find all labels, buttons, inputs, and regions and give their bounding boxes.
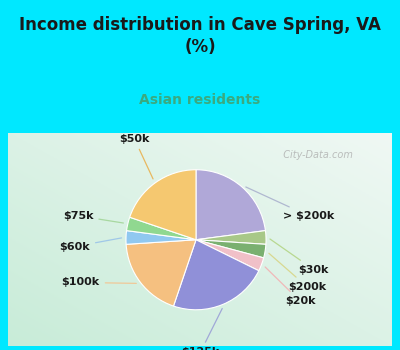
Wedge shape: [126, 240, 196, 306]
Text: Income distribution in Cave Spring, VA
(%): Income distribution in Cave Spring, VA (…: [19, 16, 381, 56]
Text: $50k: $50k: [119, 134, 153, 179]
Wedge shape: [196, 231, 266, 244]
Wedge shape: [196, 240, 264, 271]
Text: $30k: $30k: [270, 239, 329, 275]
Text: City-Data.com: City-Data.com: [277, 150, 353, 160]
Text: $200k: $200k: [269, 253, 326, 292]
Text: $20k: $20k: [265, 267, 316, 306]
Text: $100k: $100k: [62, 278, 136, 287]
Text: $60k: $60k: [60, 238, 122, 252]
Text: $75k: $75k: [63, 211, 123, 223]
Wedge shape: [196, 240, 266, 258]
Text: Asian residents: Asian residents: [139, 93, 261, 107]
Wedge shape: [130, 170, 196, 240]
Wedge shape: [126, 217, 196, 240]
Text: $125k: $125k: [181, 308, 222, 350]
Wedge shape: [126, 231, 196, 244]
Text: > $200k: > $200k: [246, 187, 334, 221]
Wedge shape: [196, 170, 266, 240]
Wedge shape: [174, 240, 259, 310]
